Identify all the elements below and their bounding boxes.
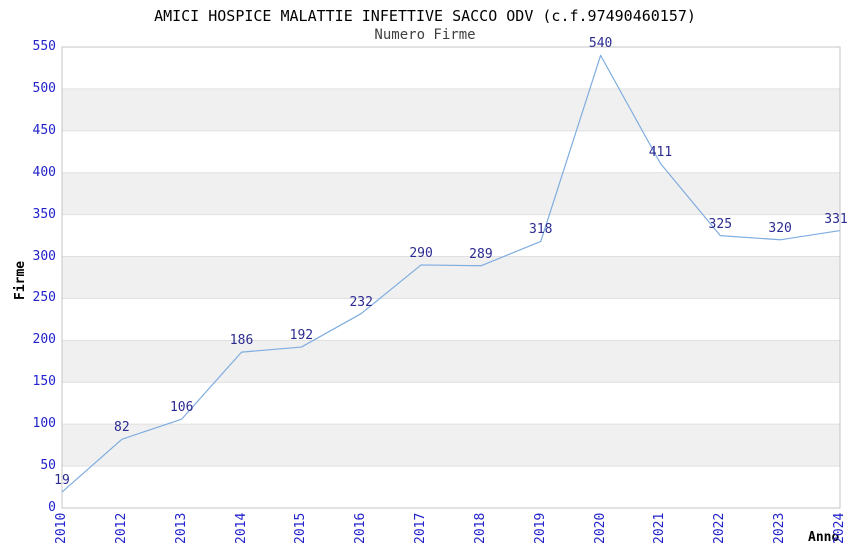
data-label: 411: [648, 144, 673, 160]
data-line: [61, 54, 841, 493]
data-label: 331: [824, 211, 848, 227]
grid-band: [62, 256, 840, 299]
y-tick-label: 300: [32, 248, 56, 264]
data-label: 318: [529, 222, 553, 238]
x-tick-label: 2012: [113, 513, 129, 545]
x-tick-label: 2010: [54, 513, 69, 545]
data-label: 320: [768, 220, 792, 236]
data-label: 290: [409, 245, 433, 261]
y-tick-label: 200: [32, 332, 56, 348]
x-tick-label: 2019: [532, 513, 548, 545]
y-tick-label: 350: [32, 206, 56, 222]
data-label: 192: [289, 328, 314, 344]
x-tick-label: 2023: [772, 513, 788, 545]
y-tick-label: 400: [32, 164, 56, 180]
x-tick-label: 2014: [233, 513, 249, 545]
y-tick-label: 250: [32, 290, 56, 306]
grid-band: [62, 172, 840, 215]
x-tick-label: 2024: [832, 513, 847, 545]
y-tick-label: 100: [32, 416, 56, 432]
grid-band: [62, 88, 840, 131]
x-tick-label: 2016: [353, 513, 369, 545]
data-label: 232: [349, 294, 373, 310]
grid-band: [62, 340, 840, 383]
x-tick-label: 2020: [592, 513, 608, 545]
data-label: 186: [229, 333, 254, 349]
data-label: 325: [708, 216, 733, 232]
data-label: 289: [469, 246, 493, 262]
y-tick-label: 0: [48, 500, 56, 515]
plot-border: [61, 46, 841, 509]
y-tick-label: 550: [32, 39, 56, 54]
chart-title: AMICI HOSPICE MALATTIE INFETTIVE SACCO O…: [154, 7, 696, 25]
x-tick-label: 2022: [712, 513, 728, 545]
y-tick-label: 450: [32, 122, 56, 138]
x-tick-label: 2013: [173, 513, 189, 545]
chart-subtitle: Numero Firme: [374, 27, 476, 43]
data-label: 106: [169, 400, 194, 416]
x-tick-label: 2021: [652, 513, 668, 545]
data-label: 82: [114, 420, 130, 436]
x-axis-title: Anno: [808, 530, 840, 545]
y-tick-label: 500: [32, 80, 56, 96]
x-tick-label: 2015: [293, 513, 309, 545]
data-label: 540: [588, 36, 613, 52]
data-label: 19: [54, 473, 70, 489]
grid-band: [62, 424, 840, 467]
x-tick-label: 2018: [472, 513, 488, 545]
x-tick-label: 2017: [413, 513, 429, 545]
y-tick-label: 150: [32, 374, 56, 390]
y-tick-label: 50: [40, 458, 56, 474]
